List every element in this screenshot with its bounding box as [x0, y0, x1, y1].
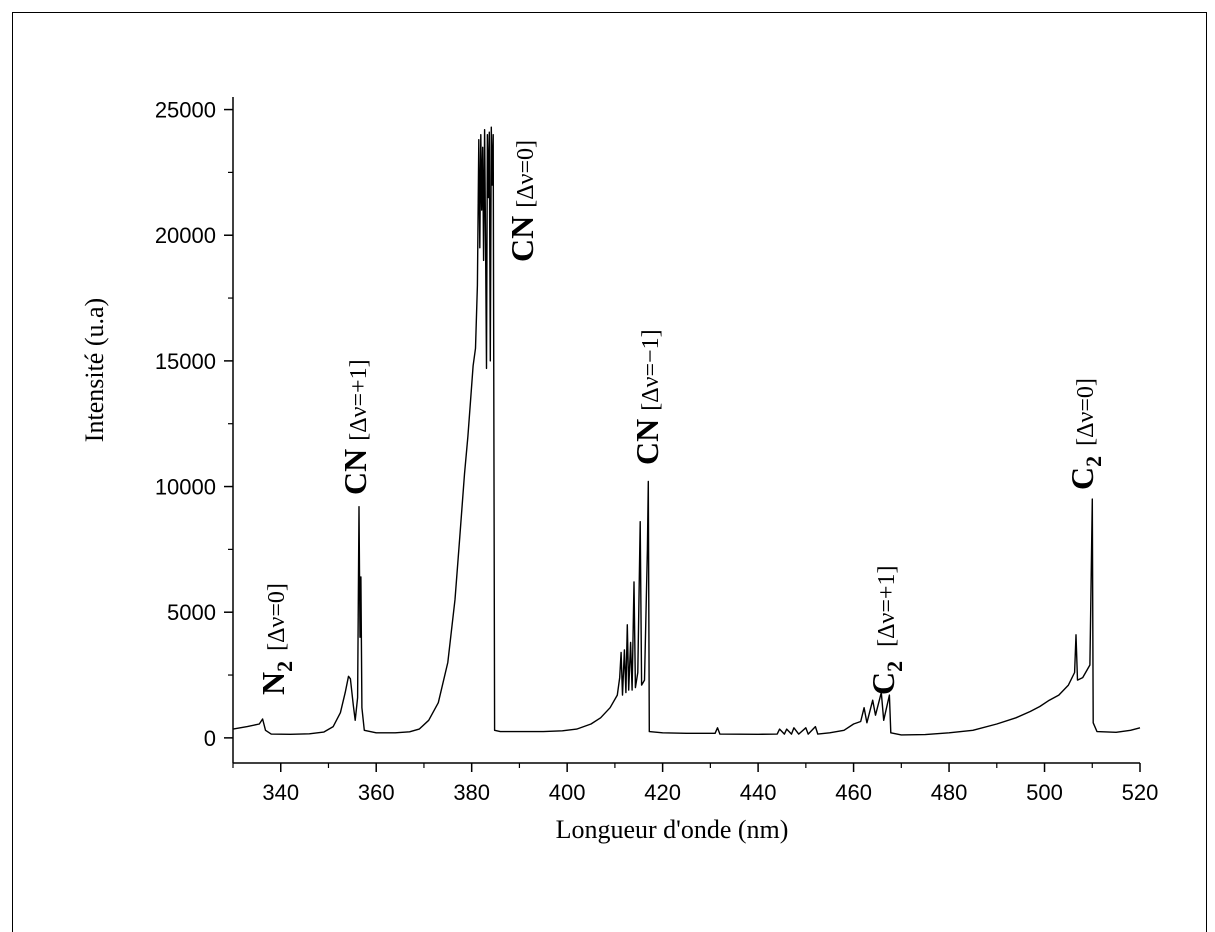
- annotation-c2-plus1-subscript: 2: [882, 661, 907, 672]
- svg-text:CN[Δν=−1]: CN [Δν=−1]: [629, 329, 665, 465]
- annotation-n2-subscript: 2: [272, 661, 297, 672]
- annotation-cn-0-species: CN: [504, 216, 540, 262]
- annotation-n2-species: N: [255, 672, 291, 695]
- x-tick-label: 360: [358, 780, 395, 805]
- annotation-cn-0-band: [Δν=0]: [513, 140, 539, 208]
- x-tick-label: 420: [644, 780, 681, 805]
- annotation-n2-band: [Δν=0]: [264, 583, 290, 651]
- y-tick-label: 5000: [167, 600, 216, 625]
- y-ticks: 0 5000 10000 15000 20000 25000: [155, 98, 233, 751]
- x-tick-label: 400: [549, 780, 586, 805]
- annotation-c2-0-band: [Δν=0]: [1073, 378, 1099, 446]
- annotation-cn-plus1-band: [Δν=+1]: [346, 359, 372, 440]
- annotation-c2-0-species: C: [1064, 467, 1100, 490]
- x-tick-label: 340: [262, 780, 299, 805]
- y-tick-label: 25000: [155, 98, 216, 123]
- annotation-cn-minus1-band: [Δν=−1]: [638, 329, 664, 410]
- annotation-cn-minus1: CN [Δν=−1]: [629, 329, 665, 465]
- x-tick-label: 520: [1122, 780, 1159, 805]
- x-tick-label: 460: [835, 780, 872, 805]
- y-tick-label: 20000: [155, 223, 216, 248]
- annotation-cn-minus1-species: CN: [629, 419, 665, 465]
- annotation-c2-plus1-species: C: [865, 672, 901, 695]
- x-tick-label: 440: [740, 780, 777, 805]
- y-tick-label: 0: [204, 726, 216, 751]
- x-tick-label: 500: [1026, 780, 1063, 805]
- svg-text:CN[Δν=0]: CN [Δν=0]: [504, 140, 540, 262]
- svg-text:C2[Δν=+1]: C2 [Δν=+1]: [865, 566, 907, 695]
- x-axis-label: Longueur d'onde (nm): [556, 815, 789, 844]
- annotation-c2-0-subscript: 2: [1081, 456, 1106, 467]
- y-tick-label: 15000: [155, 349, 216, 374]
- svg-text:CN[Δν=+1]: CN [Δν=+1]: [337, 359, 373, 495]
- x-ticks: 340 360 380 400 420 440 460 480 500 520: [233, 763, 1158, 805]
- annotation-c2-plus1: C2 [Δν=+1]: [865, 566, 907, 695]
- x-tick-label: 380: [453, 780, 490, 805]
- annotation-cn-0: CN [Δν=0]: [504, 140, 540, 262]
- y-tick-label: 10000: [155, 475, 216, 500]
- annotation-cn-plus1-species: CN: [337, 449, 373, 495]
- annotation-n2: N2 [Δν=0]: [255, 583, 297, 695]
- annotation-c2-0: C2 [Δν=0]: [1064, 378, 1106, 490]
- annotation-c2-plus1-band: [Δν=+1]: [874, 566, 900, 647]
- y-axis-label: Intensité (u.a): [80, 298, 109, 442]
- annotation-cn-plus1: CN [Δν=+1]: [337, 359, 373, 495]
- svg-text:N2[Δν=0]: N2 [Δν=0]: [255, 583, 297, 695]
- svg-text:C2[Δν=0]: C2 [Δν=0]: [1064, 378, 1106, 490]
- x-tick-label: 480: [931, 780, 968, 805]
